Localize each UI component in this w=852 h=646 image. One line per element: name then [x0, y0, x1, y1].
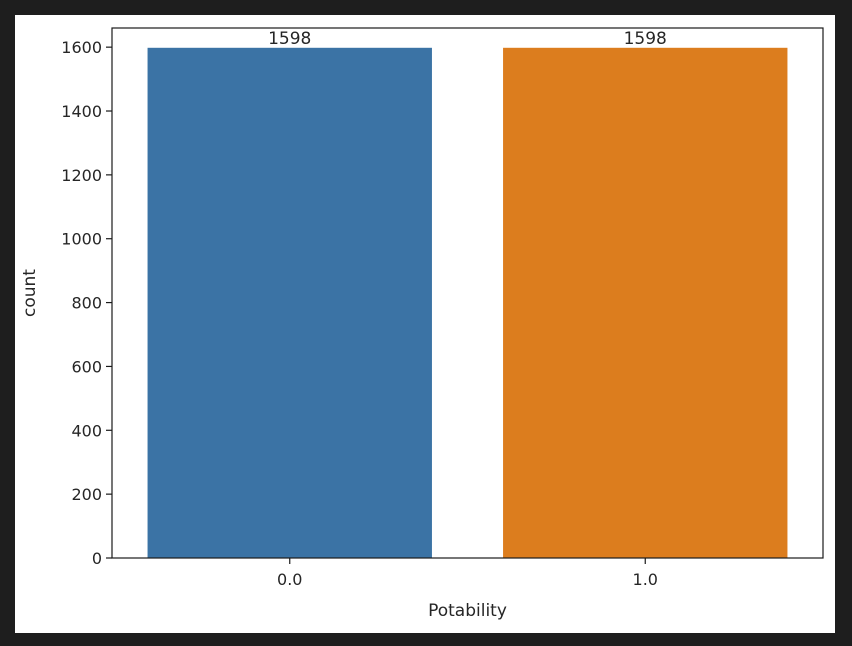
bar-0.0 [147, 47, 432, 559]
x-axis: 0.0 1.0 [277, 558, 658, 589]
y-tick-label: 1400 [61, 102, 102, 121]
bars-layer [147, 47, 788, 559]
y-tick-label: 600 [71, 357, 102, 376]
bar-value-label: 1598 [624, 29, 667, 49]
y-tick-label: 0 [92, 549, 102, 568]
plot-frame [111, 27, 824, 559]
x-tick-label: 0.0 [277, 570, 302, 589]
bar-1.0 [503, 47, 788, 559]
y-tick-label: 400 [71, 421, 102, 440]
x-axis-title: Potability [428, 601, 507, 621]
y-tick-label: 1200 [61, 166, 102, 185]
y-axis-title: count [20, 269, 40, 317]
y-tick-label: 800 [71, 294, 102, 313]
data-labels-layer: 1598 1598 [268, 29, 667, 49]
y-axis: 0 200 400 600 800 1000 1200 1400 1600 [61, 38, 112, 568]
y-tick-label: 200 [71, 485, 102, 504]
y-tick-label: 1600 [61, 38, 102, 57]
x-tick-label: 1.0 [633, 570, 658, 589]
bar-value-label: 1598 [268, 29, 311, 49]
y-tick-label: 1000 [61, 230, 102, 249]
